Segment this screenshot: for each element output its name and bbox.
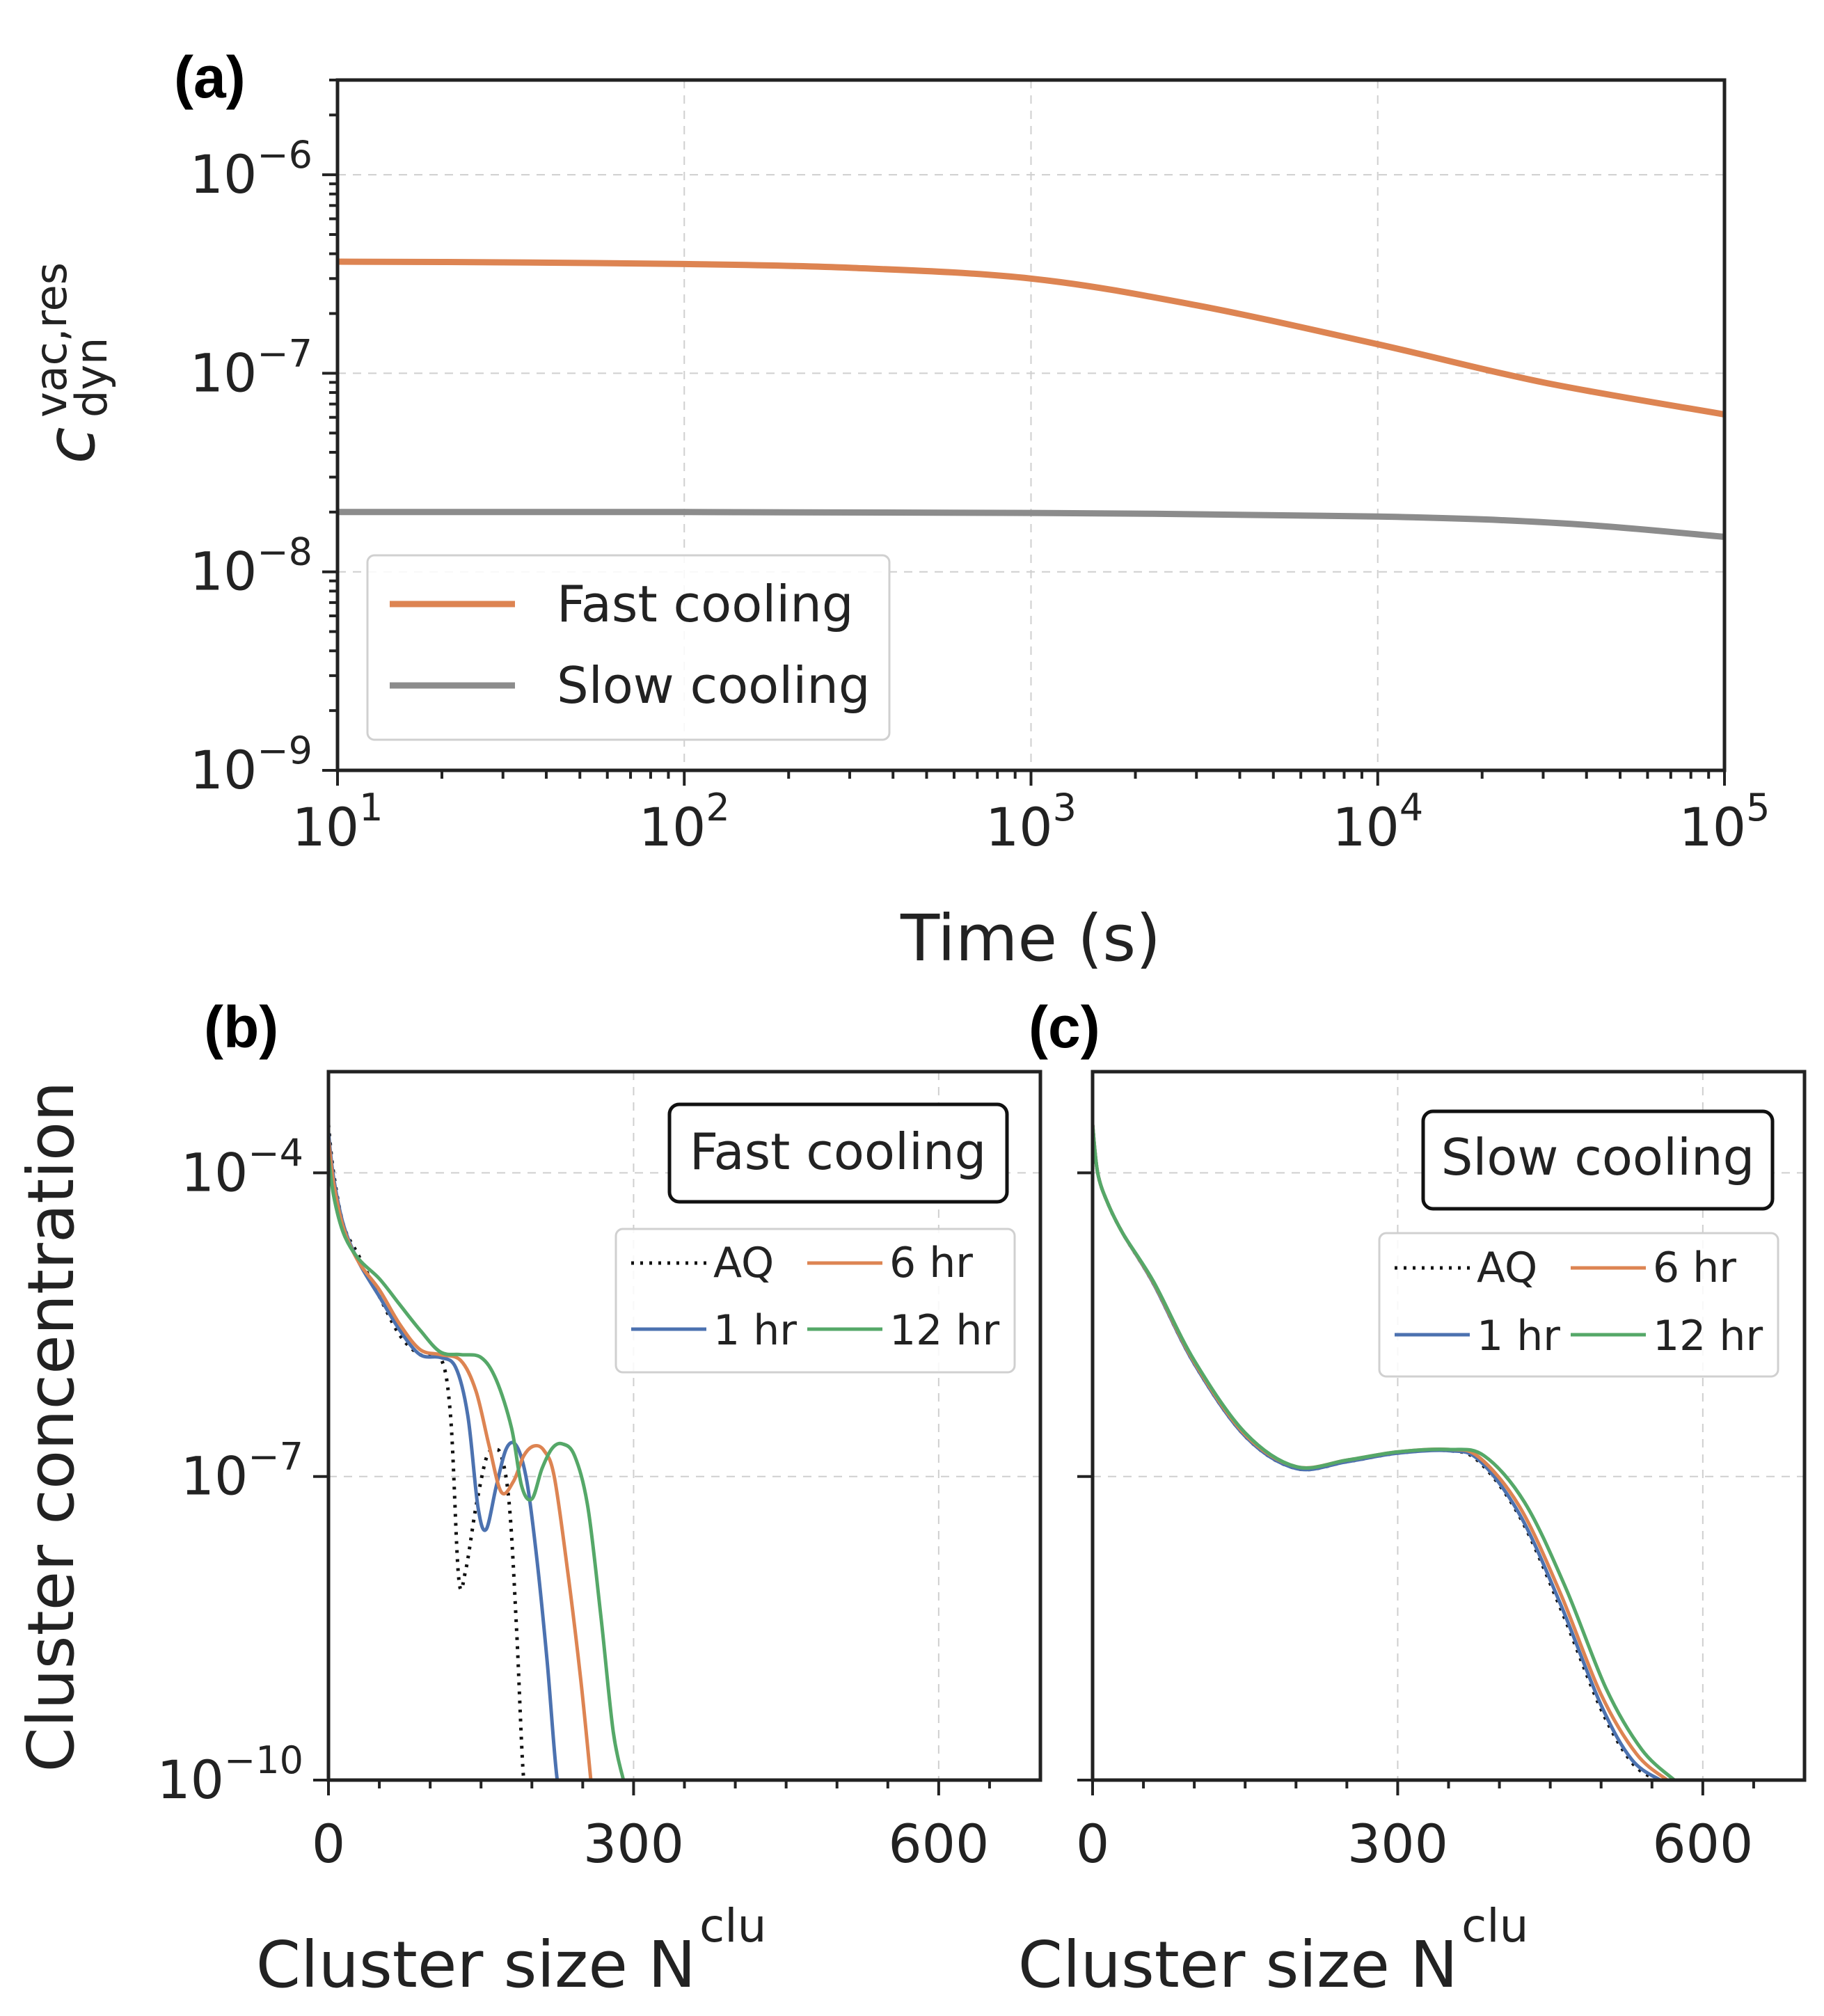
panel-b-series bbox=[328, 1124, 626, 1780]
x-tick-label-1: 300 bbox=[1347, 1813, 1448, 1875]
panel-a-xlabel: Time (s) bbox=[900, 901, 1161, 976]
panel-a-label: (a) bbox=[174, 45, 246, 110]
legend-label-1hr: 1 hr bbox=[713, 1306, 797, 1355]
panel-c: (c) 0 300 600 Cluster size N clu Slow cool… bbox=[1018, 994, 1807, 2002]
legend-label-1hr: 1 hr bbox=[1477, 1312, 1560, 1360]
panel-b-xlabel-base: Cluster size N bbox=[256, 1928, 696, 2002]
panel-a-series bbox=[338, 258, 1724, 540]
panel-b-legend: AQ 6 hr 1 hr 12 hr bbox=[614, 1228, 1016, 1374]
panel-c-ticks bbox=[1077, 1171, 1755, 1795]
legend-label-6hr: 6 hr bbox=[1653, 1244, 1736, 1292]
legend-label-fast-cooling: Fast cooling bbox=[557, 575, 854, 633]
x-tick-label-2: 600 bbox=[888, 1813, 989, 1875]
x-tick-label-4: 105 bbox=[1679, 786, 1770, 858]
series-line-6-hr bbox=[328, 1136, 593, 1780]
panel-b-title-text: Fast cooling bbox=[690, 1122, 987, 1181]
series-line-fast-cooling bbox=[338, 258, 1724, 418]
y-tick-label-2: 10−4 bbox=[181, 1131, 303, 1203]
panel-b-ylabel-text: Cluster concentration bbox=[14, 1081, 88, 1772]
y-tick-label-2: 10−7 bbox=[190, 331, 312, 404]
panel-c-legend-box bbox=[1378, 1232, 1779, 1378]
panel-c-xlabel-base: Cluster size N bbox=[1018, 1928, 1458, 2002]
panel-c-title-frame bbox=[1421, 1109, 1775, 1211]
panel-c-series bbox=[1093, 1122, 1676, 1780]
series-line-1-hr bbox=[1093, 1122, 1662, 1780]
legend-label-12hr: 12 hr bbox=[1653, 1312, 1763, 1360]
y-tick-label-0: 10−9 bbox=[190, 729, 312, 801]
series-line-12-hr bbox=[328, 1153, 626, 1780]
legend-label-aq: AQ bbox=[1477, 1244, 1537, 1292]
series-line-1-hr bbox=[328, 1131, 566, 1780]
series-line-aq bbox=[1093, 1124, 1658, 1780]
series-line-12-hr bbox=[1093, 1122, 1676, 1780]
y-tick-label-1: 10−8 bbox=[190, 530, 312, 603]
panel-c-label: (c) bbox=[1029, 994, 1100, 1060]
y-tick-label-3: 10−6 bbox=[190, 133, 312, 205]
panel-a-ylabel-base: c bbox=[32, 427, 110, 464]
panel-c-tick-labels: 0 300 600 bbox=[1076, 1813, 1754, 1875]
panel-c-xlabel-sup: clu bbox=[1461, 1899, 1528, 1953]
x-tick-label-2: 103 bbox=[985, 786, 1077, 858]
panel-a-ticks bbox=[322, 79, 1726, 786]
x-tick-label-0: 0 bbox=[1076, 1813, 1109, 1875]
panel-c-title-text: Slow cooling bbox=[1441, 1128, 1755, 1186]
legend-label-6hr: 6 hr bbox=[889, 1239, 973, 1287]
series-line-6-hr bbox=[1093, 1122, 1670, 1780]
panel-b-xlabel: Cluster size N clu bbox=[256, 1899, 767, 2002]
panel-b-label: (b) bbox=[204, 994, 278, 1060]
panel-b: (b) 0 300 600 10−10 10−7 10−4 Cluster concent… bbox=[14, 994, 1042, 2002]
panel-a-ylabel-sub: dyn bbox=[66, 338, 117, 418]
panel-c-xlabel: Cluster size N clu bbox=[1018, 1899, 1529, 2002]
panel-a-tick-labels: 101 102 103 104 105 10−9 10−8 10−7 10−6 bbox=[190, 133, 1770, 858]
series-line-aq bbox=[328, 1124, 539, 1780]
panel-a: (a) 101 102 103 104 105 10−9 10−8 10−7 10−6 c va… bbox=[26, 45, 1770, 976]
y-tick-label-1: 10−7 bbox=[181, 1435, 303, 1507]
x-tick-label-2: 600 bbox=[1652, 1813, 1753, 1875]
x-tick-label-0: 101 bbox=[292, 786, 383, 858]
panel-a-ylabel: c vac,res dyn bbox=[26, 262, 117, 463]
panel-b-title-box: Fast cooling bbox=[667, 1102, 1009, 1204]
panel-b-ylabel: Cluster concentration bbox=[14, 1081, 88, 1772]
x-tick-label-1: 102 bbox=[639, 786, 730, 858]
legend-label-12hr: 12 hr bbox=[889, 1306, 999, 1355]
x-tick-label-1: 300 bbox=[583, 1813, 684, 1875]
legend-label-aq: AQ bbox=[713, 1239, 774, 1287]
x-tick-label-3: 104 bbox=[1332, 786, 1423, 858]
panel-b-xlabel-sup: clu bbox=[699, 1899, 766, 1953]
y-tick-label-0: 10−10 bbox=[157, 1738, 303, 1811]
panel-b-legend-box bbox=[614, 1228, 1016, 1374]
x-tick-label-0: 0 bbox=[312, 1813, 345, 1875]
series-line-slow-cooling bbox=[338, 509, 1724, 540]
panel-c-title-box: Slow cooling bbox=[1421, 1109, 1775, 1211]
legend-label-slow-cooling: Slow cooling bbox=[557, 656, 871, 715]
panel-b-title-frame bbox=[667, 1102, 1009, 1204]
panel-b-ticks bbox=[313, 1171, 991, 1795]
panel-c-legend: AQ 6 hr 1 hr 12 hr bbox=[1378, 1232, 1779, 1378]
panel-a-legend: Fast cooling Slow cooling bbox=[366, 554, 891, 741]
panel-b-tick-labels: 0 300 600 10−10 10−7 10−4 bbox=[157, 1131, 989, 1875]
panel-a-ylabel-sup: vac,res bbox=[26, 262, 77, 418]
